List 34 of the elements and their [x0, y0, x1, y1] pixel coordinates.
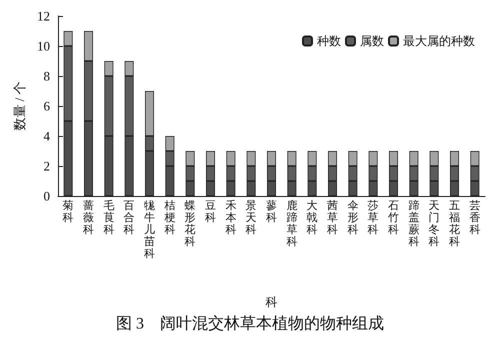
y-tick-label: 10 [37, 38, 50, 54]
x-tick-label: 蓼科 [266, 199, 277, 224]
x-tick-label: 景天科 [246, 200, 257, 236]
x-tick-label: 毛茛科 [103, 199, 114, 236]
x-tick-label: 桔梗科 [163, 199, 176, 236]
y-tick-label: 6 [44, 98, 50, 114]
text: 图 3 阔叶混交林草本植物的物种组成 [116, 314, 384, 332]
y-tick-label: 8 [44, 68, 50, 84]
x-tick-label: 伞形科 [347, 200, 358, 236]
x-axis-title: 科 [266, 295, 278, 309]
y-tick-label: 0 [44, 188, 50, 204]
y-tick-label: 4 [44, 128, 50, 144]
x-tick-label: 蔷薇科 [83, 199, 94, 236]
x-tick-label: 莎草科 [368, 199, 379, 236]
x-tick-label: 蹄盖蕨科 [408, 199, 420, 248]
x-tick-label: 百合科 [124, 200, 135, 236]
x-tick-label: 牻牛儿苗科 [144, 200, 155, 260]
x-tick-label: 禾本科 [225, 199, 236, 236]
y-axis-title: 数量 / 个 [12, 81, 27, 131]
x-tick-label: 蝶形花科 [184, 199, 196, 248]
y-tick-label: 2 [44, 158, 50, 174]
legend-label: 种数 [317, 34, 341, 48]
y-tick-label: 12 [37, 8, 50, 24]
legend-label: 属数 [360, 34, 384, 48]
x-tick-label: 五福花科 [449, 200, 460, 248]
x-tick-label: 天门冬科 [428, 200, 440, 248]
x-tick-label: 豆科 [205, 200, 216, 224]
x-tick-label: 茜草科 [327, 199, 338, 236]
legend-label: 最大属的种数 [403, 34, 475, 48]
x-tick-label: 芸香科 [469, 199, 480, 236]
x-tick-label: 大戟科 [306, 199, 318, 236]
x-tick-label: 鹿蹄草科 [286, 199, 298, 248]
x-tick-label: 菊科 [62, 199, 74, 224]
x-tick-label: 石竹科 [388, 200, 399, 236]
